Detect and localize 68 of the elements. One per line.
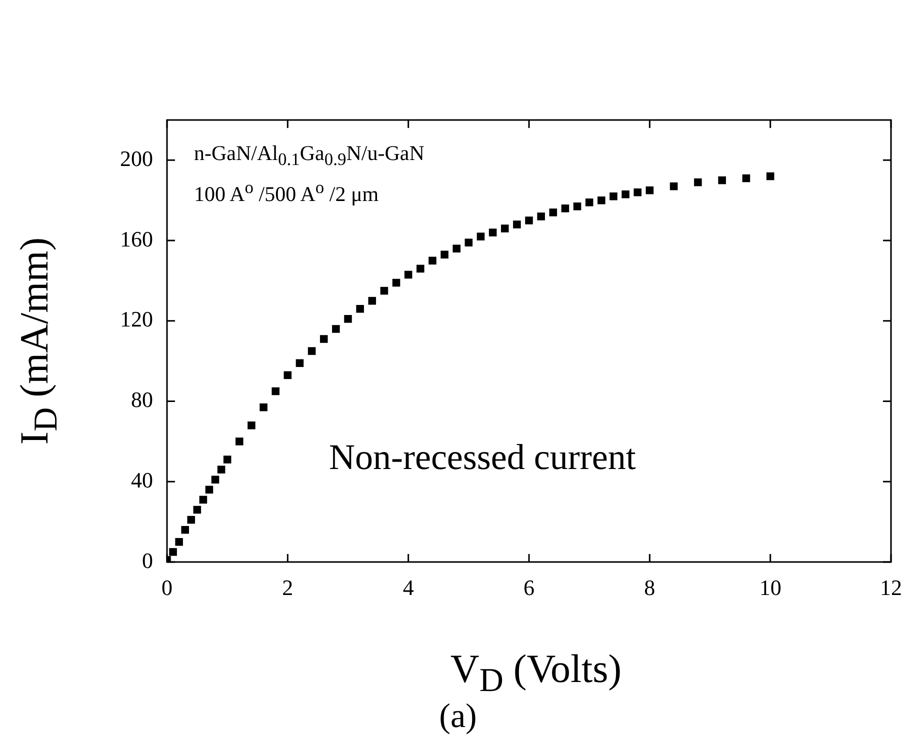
point	[476, 232, 485, 240]
point	[500, 224, 509, 232]
point	[622, 190, 630, 198]
point	[380, 286, 388, 295]
point	[236, 438, 244, 446]
point	[356, 304, 364, 313]
annotation: 100 A$^{o}$ /500 A$^{o}$ /2 μm	[194, 177, 379, 206]
x-axis-title: V$_{D}$ (Volts)	[450, 646, 622, 699]
point	[368, 296, 376, 305]
point	[452, 244, 460, 252]
point	[320, 335, 328, 343]
point	[549, 208, 558, 216]
point	[175, 538, 183, 546]
point	[742, 174, 750, 182]
point	[537, 212, 545, 220]
point	[260, 403, 268, 412]
x-tick-label: 2	[282, 574, 294, 600]
point	[561, 204, 570, 212]
point	[187, 516, 196, 524]
point	[284, 371, 292, 380]
point	[344, 315, 352, 323]
point	[308, 347, 316, 355]
point	[193, 506, 202, 514]
point	[428, 256, 436, 265]
point	[404, 270, 412, 279]
point	[585, 198, 594, 206]
point	[718, 176, 726, 184]
point	[464, 238, 473, 246]
point	[598, 196, 606, 204]
point	[525, 216, 533, 224]
y-tick-label: 0	[142, 548, 153, 573]
point	[223, 456, 232, 464]
x-tick-label: 0	[162, 574, 172, 600]
x-tick-label: 10	[759, 574, 782, 600]
point	[272, 387, 280, 396]
point	[694, 178, 702, 186]
point	[488, 228, 497, 236]
point	[248, 421, 256, 430]
x-tick-label: 4	[402, 574, 414, 600]
y-tick-label: 200	[120, 146, 153, 171]
point	[513, 220, 521, 228]
point	[670, 182, 678, 190]
x-tick-label: 8	[644, 574, 656, 600]
point	[181, 526, 189, 534]
point	[416, 264, 424, 273]
annotation: Non-recessed current	[329, 437, 636, 478]
y-tick-label: 120	[120, 306, 153, 332]
point	[610, 192, 618, 200]
y-tick-label: 80	[131, 387, 153, 412]
point	[332, 325, 340, 333]
x-tick-label: 6	[524, 574, 534, 600]
point	[169, 548, 177, 556]
point	[199, 496, 208, 504]
point	[211, 476, 220, 484]
point	[646, 186, 654, 194]
point	[573, 202, 582, 210]
point	[205, 486, 214, 494]
point	[392, 278, 400, 287]
point	[296, 359, 304, 367]
y-tick-label: 40	[131, 467, 153, 492]
x-tick-label: 12	[880, 574, 902, 600]
y-tick-label: 160	[120, 226, 153, 252]
text: (a)	[438, 698, 478, 736]
point	[766, 172, 774, 180]
annotation: n-GaN/Al$_{0.1}$Ga$_{0.9}$N/u-GaN	[194, 141, 424, 170]
point	[217, 466, 226, 474]
point	[634, 188, 642, 196]
point	[440, 250, 448, 258]
